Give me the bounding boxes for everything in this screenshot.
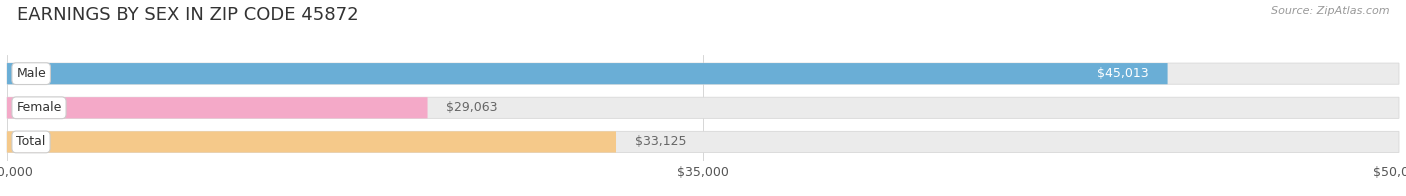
FancyBboxPatch shape	[7, 63, 1399, 84]
FancyBboxPatch shape	[7, 97, 1399, 118]
Text: $33,125: $33,125	[634, 135, 686, 148]
Text: Total: Total	[17, 135, 45, 148]
FancyBboxPatch shape	[7, 97, 427, 118]
Text: Source: ZipAtlas.com: Source: ZipAtlas.com	[1271, 6, 1389, 16]
FancyBboxPatch shape	[7, 131, 1399, 152]
Text: EARNINGS BY SEX IN ZIP CODE 45872: EARNINGS BY SEX IN ZIP CODE 45872	[17, 6, 359, 24]
Text: $45,013: $45,013	[1098, 67, 1149, 80]
Text: Male: Male	[17, 67, 46, 80]
FancyBboxPatch shape	[7, 63, 1167, 84]
Text: Female: Female	[17, 101, 62, 114]
FancyBboxPatch shape	[7, 131, 616, 152]
Text: $29,063: $29,063	[446, 101, 498, 114]
